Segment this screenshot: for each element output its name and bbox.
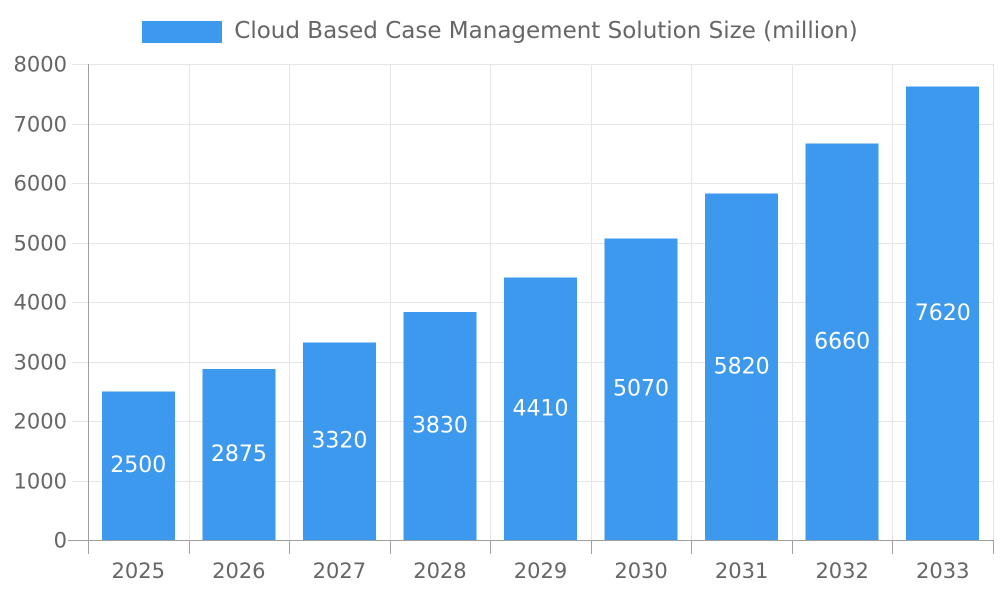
x-tick-label: 2033 (916, 559, 969, 583)
bar-value-label: 2500 (110, 453, 166, 478)
bar-2030 (604, 238, 678, 541)
bar-value-label: 3830 (412, 414, 468, 439)
bar-2032 (805, 143, 879, 540)
y-tick-label: 5000 (14, 232, 67, 256)
bar-value-label: 3320 (311, 429, 367, 454)
bar-value-label: 4410 (513, 396, 569, 421)
y-tick-label: 6000 (14, 172, 67, 196)
bar-value-label: 2875 (211, 442, 267, 467)
x-tick-label: 2027 (313, 559, 366, 583)
bar-value-label: 5070 (613, 377, 669, 402)
bar-2028 (403, 312, 477, 540)
x-tick-label: 2030 (614, 559, 667, 583)
legend-swatch (142, 20, 223, 43)
y-tick-label: 2000 (14, 410, 67, 434)
x-tick-label: 2025 (112, 559, 165, 583)
bar-2031 (705, 193, 779, 540)
bar-2025 (101, 391, 175, 541)
bar-2027 (302, 342, 376, 540)
y-tick-label: 1000 (14, 470, 67, 494)
bar-2033 (906, 86, 980, 540)
bar-2026 (202, 368, 276, 540)
bar-value-label: 5820 (714, 354, 770, 379)
bar-2029 (504, 277, 577, 540)
x-tick-label: 2028 (413, 559, 466, 583)
legend-label: Cloud Based Case Management Solution Siz… (234, 18, 858, 44)
y-tick-label: 7000 (14, 113, 67, 137)
x-tick-label: 2031 (715, 559, 768, 583)
y-tick-label: 3000 (14, 351, 67, 375)
chart-legend[interactable]: Cloud Based Case Management Solution Siz… (0, 20, 1000, 43)
y-tick-label: 0 (54, 529, 67, 553)
bar-value-label: 7620 (915, 301, 971, 326)
x-tick-label: 2029 (514, 559, 567, 583)
bar-value-label: 6660 (814, 329, 870, 354)
y-tick-label: 8000 (14, 53, 67, 77)
x-tick-label: 2032 (815, 559, 868, 583)
x-tick-label: 2026 (212, 559, 265, 583)
y-tick-label: 4000 (14, 291, 67, 315)
